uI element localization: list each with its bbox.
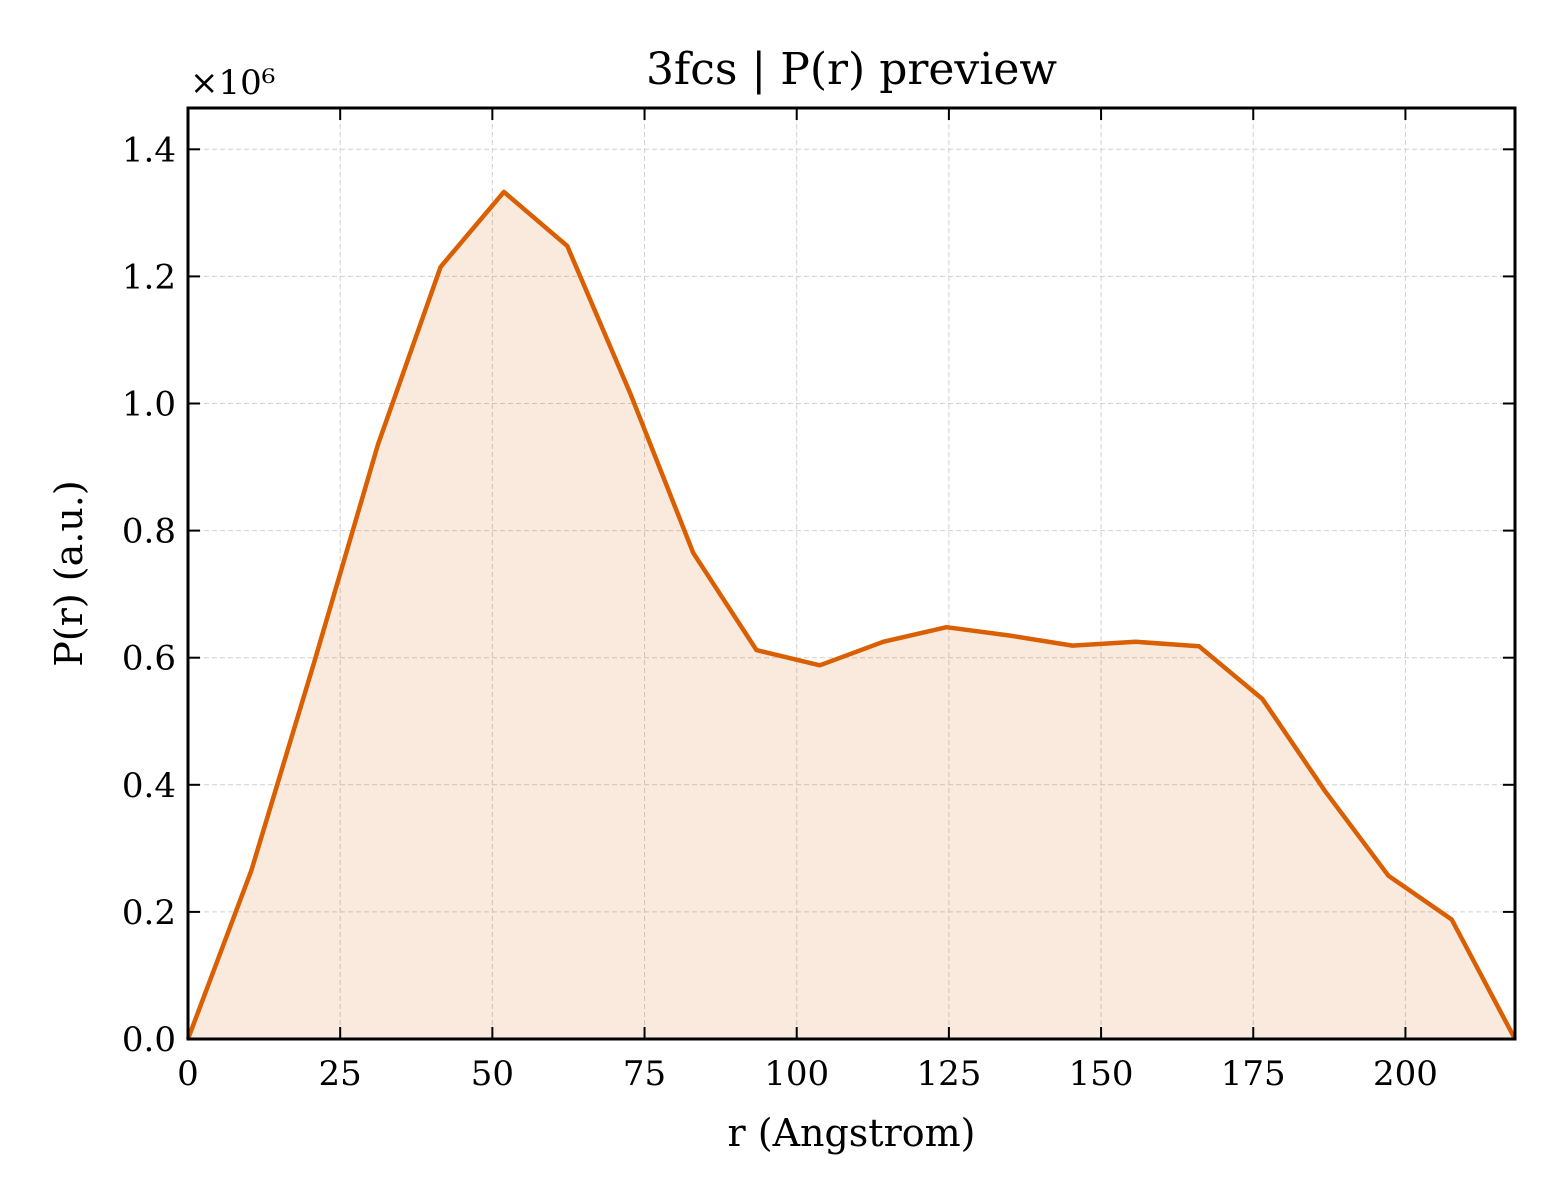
chart-title: 3fcs | P(r) preview (646, 44, 1057, 95)
y-tick-label: 0.8 (122, 512, 176, 552)
x-tick-label: 25 (319, 1054, 362, 1094)
series-line (185, 189, 1517, 1041)
x-tick-label: 0 (177, 1054, 199, 1094)
x-tick-label: 200 (1373, 1054, 1438, 1094)
y-tick-label: 0.0 (122, 1020, 176, 1060)
grid-lines (188, 108, 1515, 1039)
x-tick-label: 50 (471, 1054, 514, 1094)
x-tick-label: 175 (1221, 1054, 1286, 1094)
x-tick-label: 150 (1069, 1054, 1134, 1094)
x-axis-label: r (Angstrom) (728, 1111, 976, 1155)
y-tick-label: 1.0 (122, 385, 176, 425)
y-axis-label: P(r) (a.u.) (47, 480, 91, 666)
series-layer (185, 189, 1517, 1041)
series-area-fill (188, 191, 1515, 1039)
y-tick-label: 0.6 (122, 639, 176, 679)
axis-ticks: 0 25 50 75 100 125 150 175 200 0.0 0.2 0.4 0.6 0.8 1.0… (122, 108, 1515, 1094)
y-tick-label: 1.2 (122, 257, 176, 297)
y-multiplier-label: ×10⁶ (190, 63, 275, 103)
x-tick-label: 75 (623, 1054, 666, 1094)
x-tick-label: 125 (916, 1054, 981, 1094)
plot-frame (186, 106, 1517, 1041)
y-tick-label: 0.2 (122, 893, 176, 933)
y-tick-label: 1.4 (122, 130, 176, 170)
x-tick-label: 100 (764, 1054, 829, 1094)
y-tick-label: 0.4 (122, 766, 176, 806)
